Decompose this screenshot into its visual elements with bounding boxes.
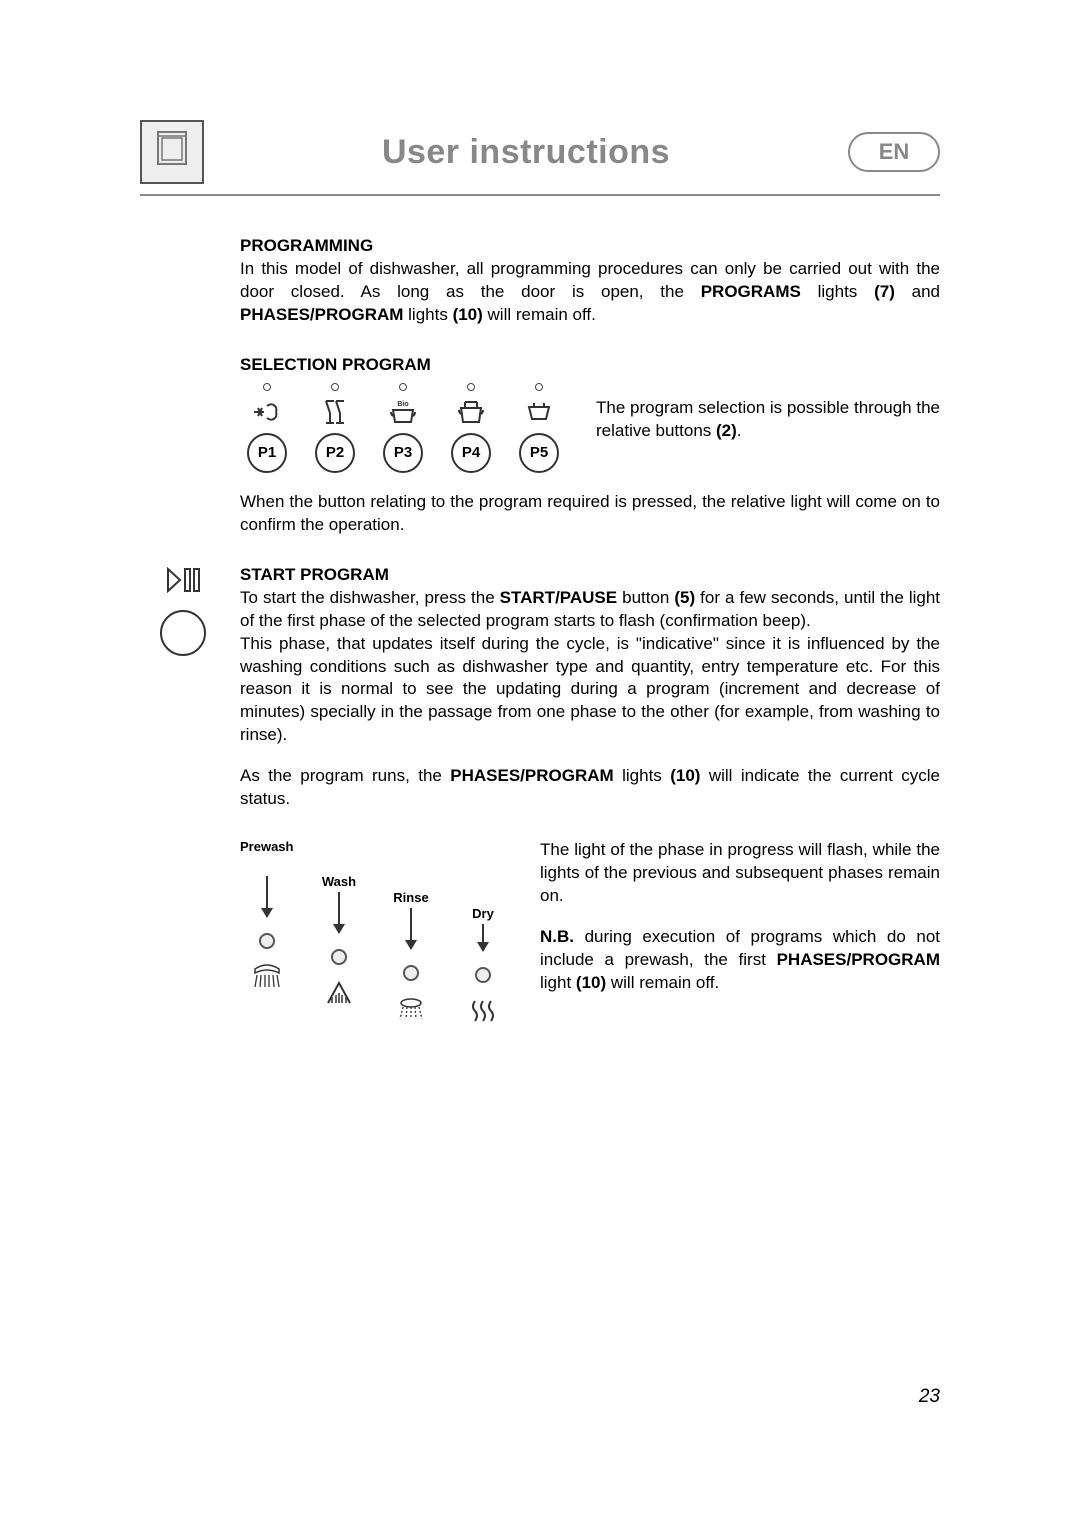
program-button-col: Bio P3 [376, 383, 430, 473]
phase-label: Wash [322, 874, 356, 890]
program-button-p3: P3 [383, 433, 423, 473]
program-button-col: P4 [444, 383, 498, 473]
text-bold: (2) [716, 421, 737, 440]
start-text-1: To start the dishwasher, press the START… [240, 587, 940, 633]
text-bold: N.B. [540, 927, 574, 946]
phases-section: Prewash Wash Rinse [240, 839, 940, 1027]
dishwasher-logo-icon [152, 128, 192, 177]
text-bold: (5) [674, 588, 695, 607]
rinse-icon [252, 397, 282, 427]
heavy-pot-icon [457, 397, 485, 427]
text-bold: PROGRAMS [701, 282, 801, 301]
manual-logo [140, 120, 204, 184]
program-buttons-diagram: P1 P2 Bio P3 [240, 383, 566, 473]
text-bold: PHASES/PROGRAM [240, 305, 403, 324]
phases-text-2: N.B. during execution of programs which … [540, 926, 940, 995]
text: To start the dishwasher, press the [240, 588, 500, 607]
phases-diagram: Prewash Wash Rinse [240, 839, 510, 1027]
play-pause-icon [166, 567, 200, 600]
text: and [895, 282, 940, 301]
page-title: User instructions [204, 133, 848, 172]
program-led-icon [467, 383, 475, 391]
program-button-p1: P1 [247, 433, 287, 473]
header-divider [140, 194, 940, 196]
programming-section: PROGRAMMING In this model of dishwasher,… [240, 236, 940, 327]
down-arrow-icon [260, 876, 274, 923]
phase-col-prewash [240, 858, 294, 1027]
phases-right-text: The light of the phase in progress will … [540, 839, 940, 1027]
text-bold: (10) [453, 305, 483, 324]
phase-led-icon [403, 965, 419, 981]
phase-led-icon [259, 933, 275, 949]
text: lights [403, 305, 452, 324]
start-program-section: START PROGRAM To start the dishwasher, p… [240, 565, 940, 811]
selection-heading: SELECTION PROGRAM [240, 355, 940, 375]
phase-label-prewash: Prewash [240, 839, 510, 854]
down-arrow-icon [476, 924, 490, 957]
phase-led-icon [331, 949, 347, 965]
program-button-col: P2 [308, 383, 362, 473]
start-text-2: This phase, that updates itself during t… [240, 633, 940, 748]
phase-col-rinse: Rinse [384, 890, 438, 1027]
phase-label: Dry [472, 906, 494, 922]
dry-heat-icon [469, 997, 497, 1027]
text: . [737, 421, 742, 440]
prewash-shower-icon [251, 963, 283, 993]
svg-text:Bio: Bio [397, 401, 408, 408]
program-led-icon [535, 383, 543, 391]
language-badge: EN [848, 132, 940, 172]
start-button-ring-icon [160, 610, 206, 656]
text: The program selection is possible throug… [596, 398, 940, 440]
page-number: 23 [919, 1386, 940, 1408]
text-bold: (10) [576, 973, 606, 992]
program-led-icon [399, 383, 407, 391]
selection-program-section: SELECTION PROGRAM P1 [240, 355, 940, 537]
phases-text-1: The light of the phase in progress will … [540, 839, 940, 908]
header: User instructions EN [140, 120, 940, 184]
wash-brush-icon [324, 979, 354, 1009]
program-button-col: P5 [512, 383, 566, 473]
text-bold: (10) [670, 766, 700, 785]
eco-pot-icon: Bio [389, 397, 417, 427]
programming-heading: PROGRAMMING [240, 236, 940, 256]
glass-icon [320, 397, 350, 427]
text-bold: PHASES/PROGRAM [777, 950, 940, 969]
phase-col-dry: Dry [456, 906, 510, 1027]
soak-bowl-icon [526, 397, 552, 427]
text: As the program runs, the [240, 766, 450, 785]
text: lights [614, 766, 671, 785]
text-bold: (7) [874, 282, 895, 301]
program-button-p2: P2 [315, 433, 355, 473]
start-text-3: As the program runs, the PHASES/PROGRAM … [240, 765, 940, 811]
program-button-p4: P4 [451, 433, 491, 473]
selection-right-text: The program selection is possible throug… [596, 383, 940, 443]
text: lights [801, 282, 874, 301]
text: will remain off. [483, 305, 596, 324]
programming-text: In this model of dishwasher, all program… [240, 258, 940, 327]
program-led-icon [263, 383, 271, 391]
rinse-spray-icon [395, 995, 427, 1025]
text: light [540, 973, 576, 992]
down-arrow-icon [404, 908, 418, 955]
text-bold: START/PAUSE [500, 588, 617, 607]
phase-led-icon [475, 967, 491, 983]
phase-col-wash: Wash [312, 874, 366, 1027]
down-arrow-icon [332, 892, 346, 939]
program-led-icon [331, 383, 339, 391]
text: will remain off. [606, 973, 719, 992]
text-bold: PHASES/PROGRAM [450, 766, 613, 785]
program-button-col: P1 [240, 383, 294, 473]
selection-below-text: When the button relating to the program … [240, 491, 940, 537]
program-button-p5: P5 [519, 433, 559, 473]
phase-label: Rinse [393, 890, 428, 906]
text: button [617, 588, 674, 607]
start-heading: START PROGRAM [240, 565, 940, 585]
